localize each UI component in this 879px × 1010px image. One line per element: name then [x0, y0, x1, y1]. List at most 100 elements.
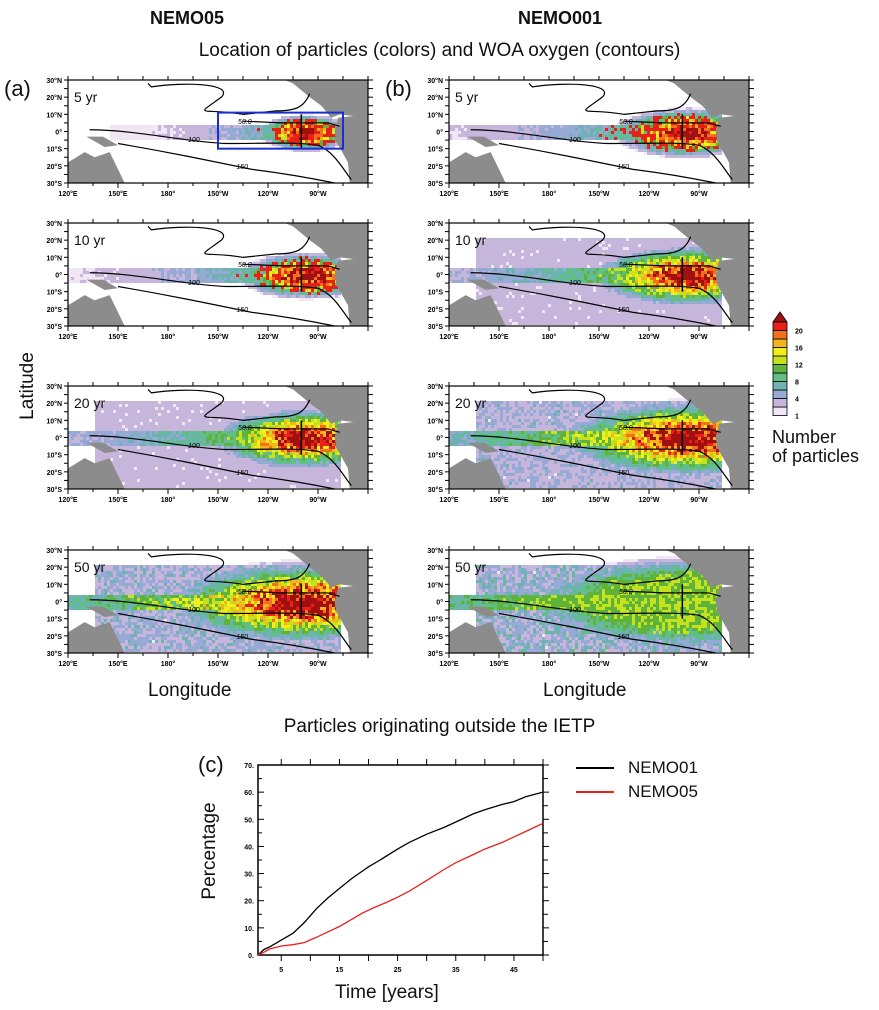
y-tick-label: 20. [244, 899, 254, 906]
lon-tick-label: 120°E [439, 333, 458, 341]
contour-label: 150 [617, 634, 629, 641]
lat-tick-label: 10°N [46, 254, 62, 262]
lat-tick-label: 20°S [47, 633, 63, 641]
y-tick-label: 10. [244, 926, 254, 933]
lon-tick-label: 150°E [108, 333, 127, 341]
contour-150 [498, 612, 716, 654]
legend-label-nemo01: NEMO01 [628, 758, 698, 777]
land-new-guinea [86, 136, 118, 147]
study-region-box [217, 111, 344, 150]
lat-tick-label: 30°S [428, 323, 444, 331]
colorbar-title-line2: of particles [772, 446, 860, 466]
contour-100 [89, 129, 352, 180]
land-australia [449, 295, 506, 326]
lon-tick-label: 90°W [690, 333, 708, 341]
contour-label: 50.0 [619, 262, 633, 269]
lon-tick-label: 120°E [439, 190, 458, 198]
colorbar-title-line1: Number [772, 427, 837, 447]
lat-tick-label: 20°S [428, 306, 444, 314]
lon-tick-label: 120°W [638, 333, 659, 341]
land-south-america [334, 584, 368, 653]
lon-tick-label: 150°E [489, 333, 508, 341]
contour-label: 100 [188, 607, 200, 614]
land-central-america [665, 223, 749, 261]
colorbar-tick-label: 20 [795, 329, 803, 336]
lon-tick-label: 120°E [58, 333, 77, 341]
map-panel-a-3: 50.0 100 150 30°N 20°N 10°N 0° 10°S 20°S 30°S 120°… [46, 546, 373, 668]
longitude-axis-label-left: Longitude [148, 680, 232, 701]
lat-tick-label: 0° [436, 272, 443, 280]
land-new-guinea [467, 279, 499, 290]
lon-tick-label: 150°W [207, 190, 228, 198]
lat-tick-label: 10°S [47, 146, 63, 154]
time-label: 50 yr [455, 559, 486, 575]
lat-tick-label: 20°N [427, 564, 443, 572]
oxygen-contours [89, 553, 352, 654]
contour-label: 50.0 [238, 262, 252, 269]
lon-tick-label: 150°W [207, 496, 228, 504]
x-tick-label: 25 [394, 967, 402, 974]
contour-150 [498, 142, 716, 184]
colorbar-segment [772, 355, 788, 365]
lat-tick-label: 20°N [427, 237, 443, 245]
time-label: 10 yr [455, 232, 486, 248]
lat-tick-label: 30°N [46, 77, 62, 85]
lat-tick-label: 30°N [427, 77, 443, 85]
lat-tick-label: 30°S [47, 650, 63, 658]
contour-label: 100 [188, 280, 200, 287]
map-plot-area: 50.0 100 150 30°N 20°N 10°N 0° 10°S 20°S 30°S 120°… [427, 219, 754, 341]
lon-tick-label: 120°W [257, 496, 278, 504]
longitude-axis-label-right: Longitude [543, 680, 627, 701]
lat-tick-label: 10°S [47, 289, 63, 297]
line-chart: 0. 10. 20. 30. 40. 50. 60. 70. 5 15 25 35 45 [244, 759, 549, 974]
contour-label: 150 [617, 307, 629, 314]
land-central-america [284, 80, 368, 118]
contour-label: 150 [236, 470, 248, 477]
contour-label: 150 [236, 307, 248, 314]
particle-cells [449, 398, 722, 488]
series-line-nemo01 [257, 791, 544, 956]
land-australia [449, 622, 506, 653]
map-plot-area: 50.0 100 150 30°N 20°N 10°N 0° 10°S 20°S 30°S 120°… [427, 382, 754, 504]
lat-tick-label: 10°S [428, 452, 444, 460]
land-new-guinea [86, 606, 118, 617]
lon-tick-label: 180° [161, 496, 176, 504]
lat-tick-label: 20°N [427, 400, 443, 408]
lon-tick-label: 150°E [489, 190, 508, 198]
map-plot-area: 50.0 100 150 30°N 20°N 10°N 0° 10°S 20°S 30°S 120°… [46, 546, 373, 668]
lon-tick-label: 90°W [690, 190, 708, 198]
lat-tick-label: 20°S [428, 633, 444, 641]
land-australia [68, 458, 125, 489]
x-tick-label: 5 [279, 967, 283, 974]
land-central-america [284, 223, 368, 261]
legend-item-nemo01: NEMO01 [576, 756, 698, 780]
contour-100 [89, 272, 352, 323]
lat-tick-label: 20°S [428, 469, 444, 477]
x-tick-label: 35 [452, 967, 460, 974]
y-tick-label: 70. [244, 763, 254, 770]
y-tick-label: 50. [244, 817, 254, 824]
legend-label-nemo05: NEMO05 [628, 782, 698, 801]
map-panel-a-1: 50.0 100 150 30°N 20°N 10°N 0° 10°S 20°S 30°S 120°… [46, 219, 373, 341]
contour-150 [117, 142, 335, 184]
colorbar-tick-label: 16 [795, 346, 803, 353]
lat-tick-label: 0° [436, 435, 443, 443]
contour-150 [498, 285, 716, 327]
map-plot-area: 50.0 100 150 30°N 20°N 10°N 0° 10°S 20°S 30°S 120°… [46, 382, 373, 504]
lat-tick-label: 20°N [427, 94, 443, 102]
map-panel-b-2: 50.0 100 150 30°N 20°N 10°N 0° 10°S 20°S 30°S 120°… [427, 382, 754, 504]
panel-label-a: (a) [4, 76, 31, 101]
lat-tick-label: 20°N [46, 564, 62, 572]
map-plot-area: 50.0 100 150 30°N 20°N 10°N 0° 10°S 20°S 30°S 120°… [427, 76, 754, 198]
oxygen-contours [89, 389, 352, 490]
time-label: 5 yr [74, 89, 98, 105]
colorbar-segment [772, 389, 788, 399]
lat-tick-label: 30°S [47, 323, 63, 331]
time-label: 20 yr [74, 395, 105, 411]
legend-item-nemo05: NEMO05 [576, 780, 698, 804]
lon-tick-label: 150°W [588, 496, 609, 504]
time-label: 20 yr [455, 395, 486, 411]
lon-tick-label: 120°W [638, 496, 659, 504]
lat-tick-label: 0° [436, 129, 443, 137]
lat-tick-label: 10°S [428, 616, 444, 624]
